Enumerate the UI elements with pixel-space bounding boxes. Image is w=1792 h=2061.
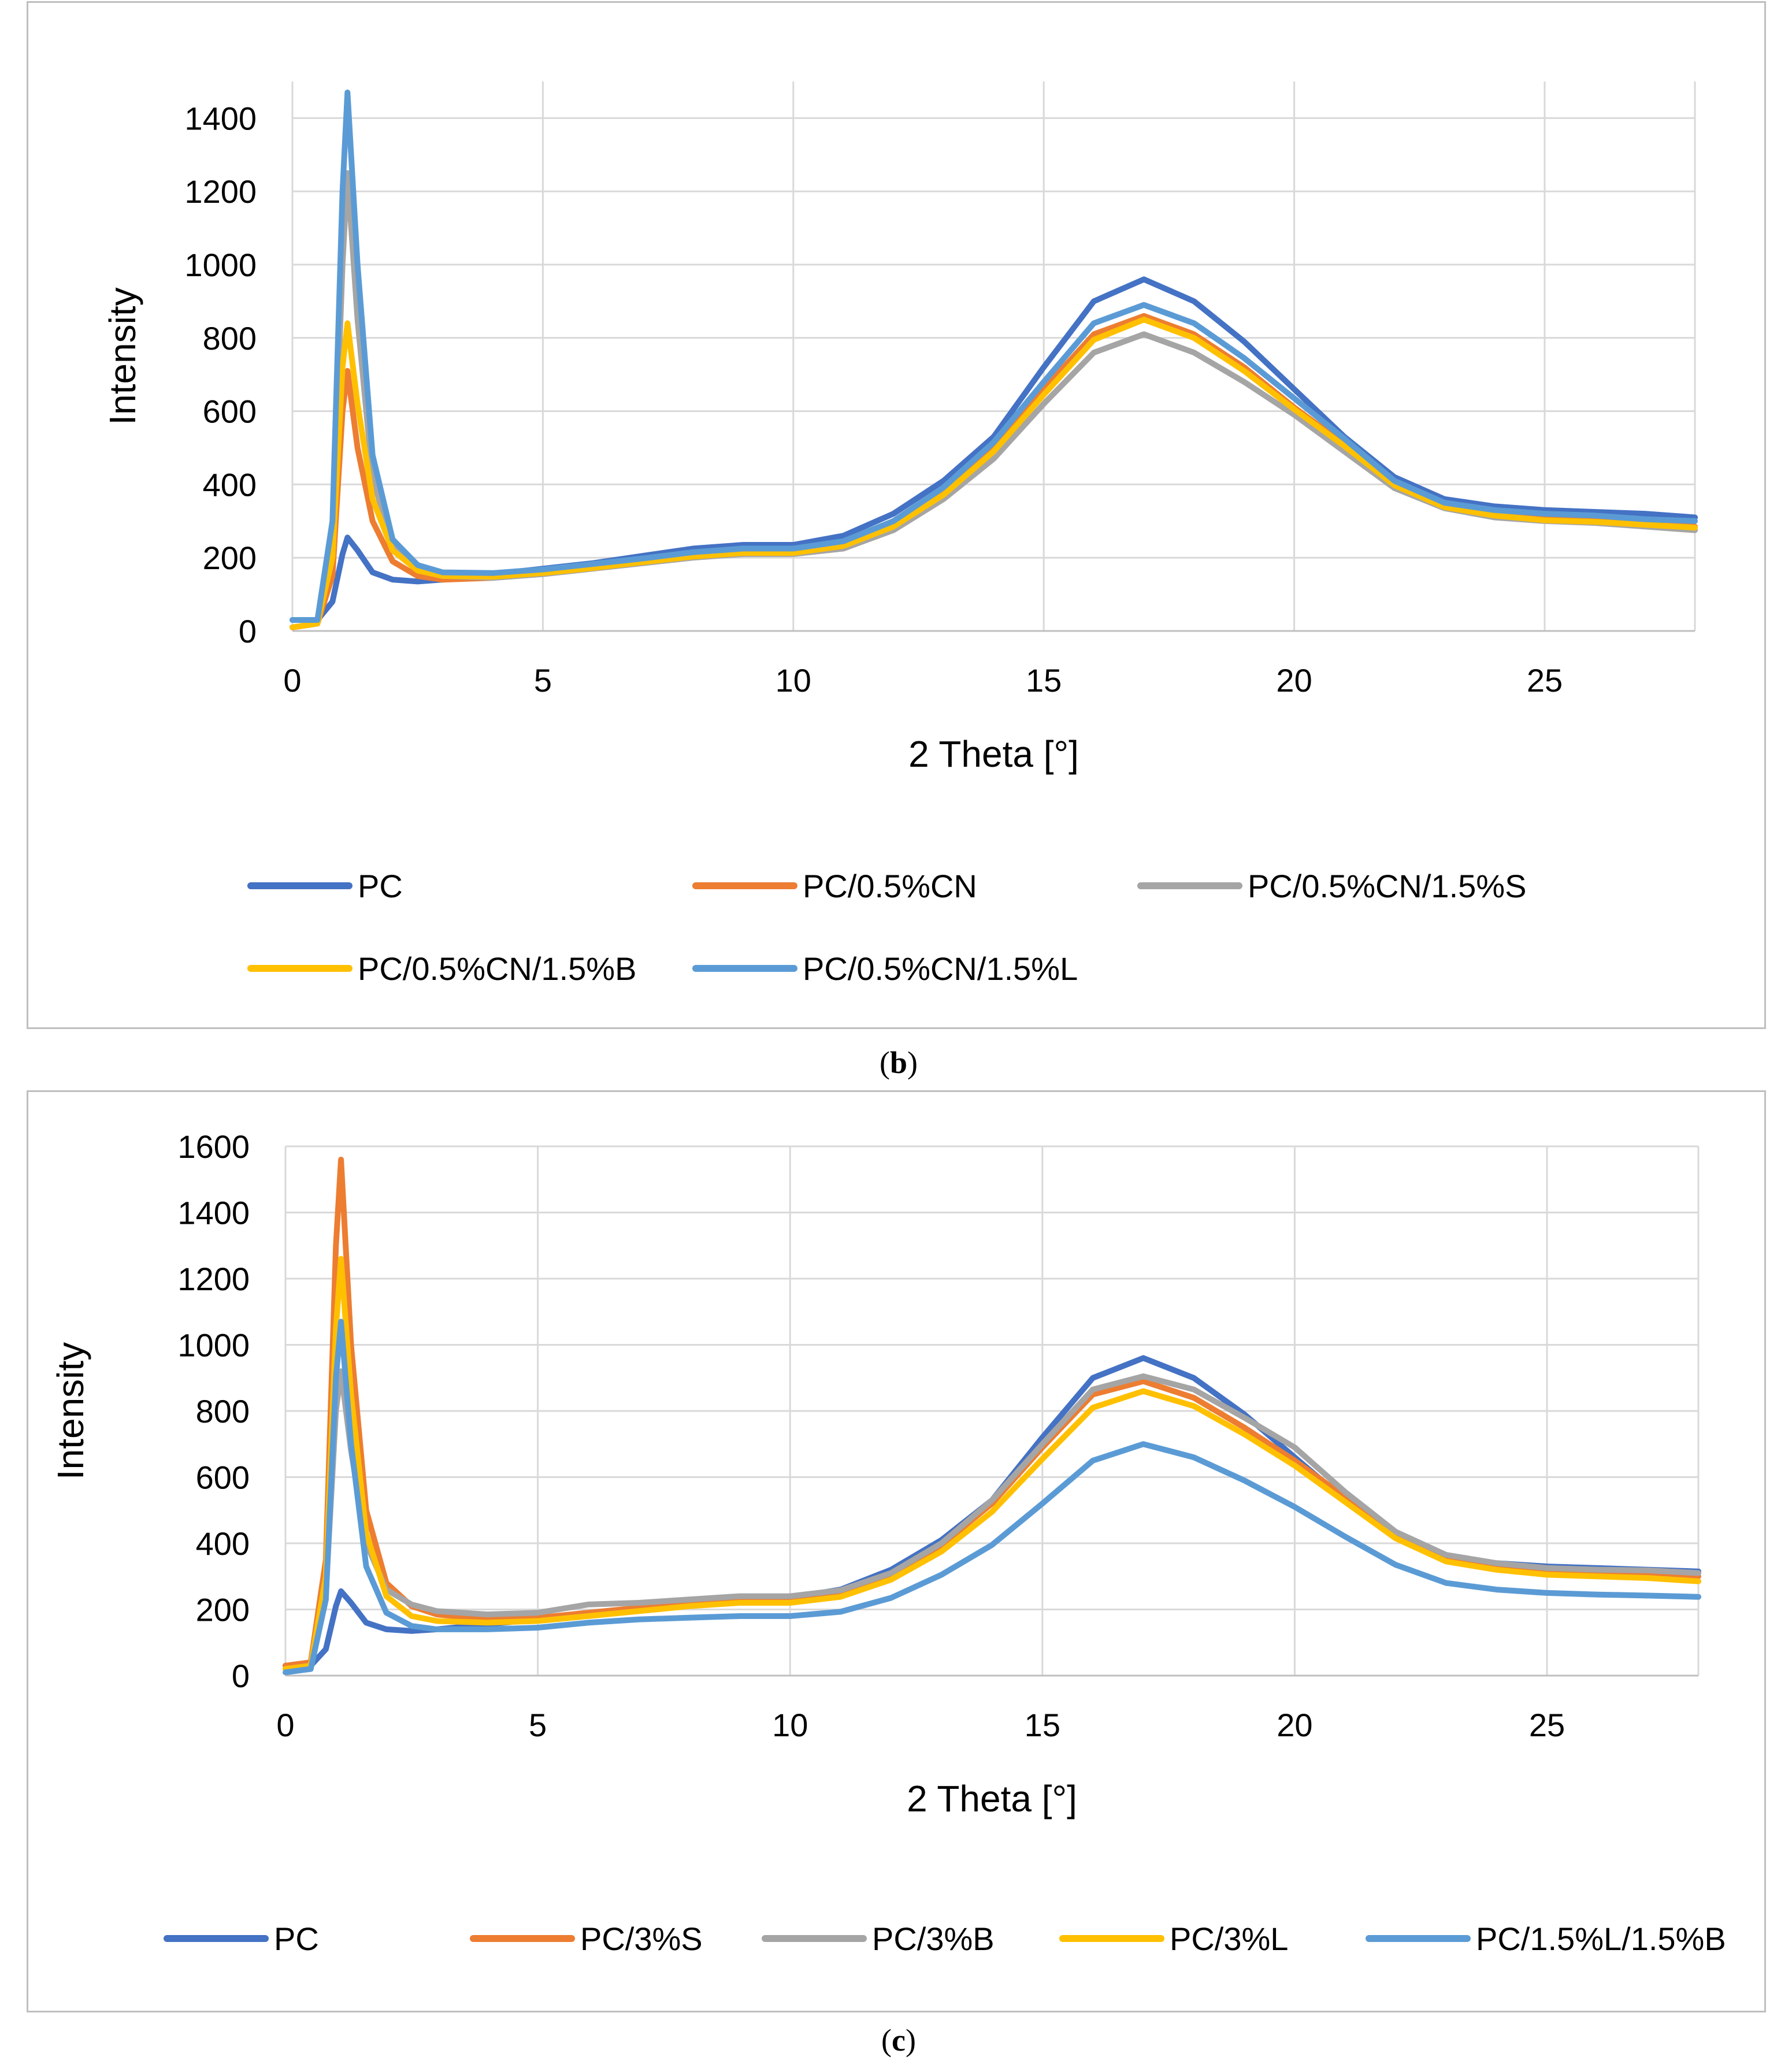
chart-c-legend-label-3: PC/3%L [1170, 1921, 1288, 1957]
chart-c-x-axis-title: 2 Theta [°] [907, 1778, 1077, 1819]
chart-b-series-line-1 [290, 313, 1698, 630]
chart-b-xtick-label-3: 15 [1026, 662, 1062, 699]
chart-c-ytick-label-7: 1400 [177, 1195, 250, 1231]
chart-b-series-line-2 [290, 170, 1698, 630]
chart-b-ytick-label-1: 200 [203, 540, 257, 576]
caption-b: (b) [879, 1045, 918, 1080]
chart-b-legend-label-1: PC/0.5%CN [803, 868, 977, 904]
chart-b-series-line-0 [290, 276, 1698, 623]
chart-b-legend-label-2: PC/0.5%CN/1.5%S [1248, 868, 1526, 904]
chart-c-xtick-label-5: 25 [1529, 1707, 1565, 1743]
chart-b-legend-label-3: PC/0.5%CN/1.5%B [358, 950, 636, 987]
chart-c-ytick-label-6: 1200 [177, 1261, 250, 1297]
chart-b-xtick-label-4: 20 [1276, 662, 1312, 699]
chart-c-xtick-label-3: 15 [1025, 1707, 1060, 1743]
chart-c-ytick-label-5: 1000 [177, 1327, 250, 1364]
chart-b-svg: 0 200 400 600 800 1000 1200 1400 0 5 10 15 20 25 2 The… [102, 81, 1698, 987]
chart-panel-c: 0 200 400 600 800 1000 1200 1400 1600 0 5 10 15 20 25 2… [27, 1090, 1766, 2012]
chart-b-ytick-label-4: 800 [203, 320, 257, 357]
chart-c-ytick-label-1: 200 [196, 1592, 250, 1628]
chart-c-xtick-label-2: 10 [772, 1707, 808, 1743]
chart-c-y-axis-title: Intensity [50, 1342, 91, 1480]
chart-c-xtick-label-1: 5 [529, 1707, 547, 1743]
chart-c-legend-label-1: PC/3%S [580, 1921, 703, 1957]
chart-c-ytick-label-8: 1600 [177, 1128, 250, 1165]
chart-b-ytick-label-0: 0 [239, 613, 257, 649]
chart-c-legend-label-4: PC/1.5%L/1.5%B [1476, 1921, 1726, 1957]
chart-b-ytick-label-2: 400 [203, 466, 257, 503]
chart-c-xtick-label-0: 0 [276, 1707, 294, 1743]
chart-b-ytick-label-3: 600 [203, 393, 257, 430]
chart-b-ytick-label-7: 1400 [184, 100, 257, 136]
chart-b-x-axis-title: 2 Theta [°] [908, 733, 1079, 775]
chart-c-legend-label-0: PC [274, 1921, 319, 1957]
chart-c-ytick-label-2: 400 [196, 1525, 250, 1562]
chart-c-ytick-label-3: 600 [196, 1460, 250, 1496]
chart-b-xtick-label-0: 0 [283, 662, 301, 699]
chart-c-svg: 0 200 400 600 800 1000 1200 1400 1600 0 5 10 15 20 25 2… [50, 1128, 1726, 1957]
caption-c-letter: c [892, 2023, 906, 2058]
chart-b-series-line-3 [290, 317, 1698, 630]
chart-c-legend-label-2: PC/3%B [872, 1921, 995, 1957]
chart-b-ytick-label-6: 1200 [184, 173, 257, 210]
chart-b-xtick-label-2: 10 [776, 662, 811, 699]
chart-b-xtick-label-1: 5 [534, 662, 552, 699]
chart-b-y-axis-title: Intensity [102, 287, 143, 425]
chart-c-xtick-label-4: 20 [1277, 1707, 1312, 1743]
chart-c-ytick-label-4: 800 [196, 1393, 250, 1429]
chart-c-ytick-label-0: 0 [232, 1658, 250, 1694]
chart-b-legend-label-0: PC [358, 868, 403, 904]
chart-c-series-line-4 [283, 1319, 1701, 1676]
chart-c-series-line-3 [283, 1256, 1701, 1672]
chart-b-xtick-label-5: 25 [1527, 662, 1563, 699]
chart-b-series-line-4 [290, 90, 1698, 623]
caption-c: (c) [881, 2023, 916, 2058]
chart-b-legend-label-4: PC/0.5%CN/1.5%L [803, 950, 1078, 987]
chart-panel-b: 0 200 400 600 800 1000 1200 1400 0 5 10 15 20 25 2 The… [27, 1, 1766, 1029]
caption-b-letter: b [889, 1045, 908, 1080]
chart-b-ytick-label-5: 1000 [184, 247, 257, 283]
